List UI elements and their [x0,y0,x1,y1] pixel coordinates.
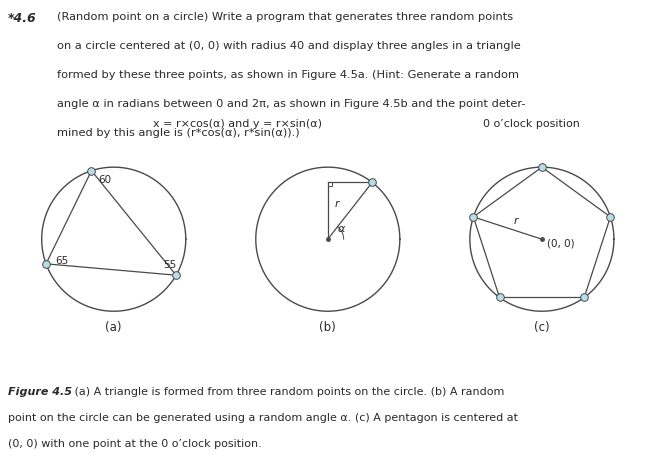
Text: mined by this angle is (r*cos(α), r*sin(α)).): mined by this angle is (r*cos(α), r*sin(… [57,128,300,138]
Text: 0 o’clock position: 0 o’clock position [484,119,580,129]
Text: 55: 55 [163,260,177,270]
Text: point on the circle can be generated using a random angle α. (c) A pentagon is c: point on the circle can be generated usi… [8,413,518,423]
Text: α: α [337,224,345,234]
Text: (a) A triangle is formed from three random points on the circle. (b) A random: (a) A triangle is formed from three rand… [64,387,504,397]
Text: r: r [513,216,518,226]
Text: *4.6: *4.6 [8,12,37,25]
Text: 60: 60 [98,175,112,185]
Text: formed by these three points, as shown in Figure 4.5a. (Hint: Generate a random: formed by these three points, as shown i… [57,70,519,80]
Text: (c): (c) [534,321,550,333]
Text: on a circle centered at (0, 0) with radius 40 and display three angles in a tria: on a circle centered at (0, 0) with radi… [57,41,520,51]
Text: r: r [334,199,339,209]
Text: (Random point on a circle) Write a program that generates three random points: (Random point on a circle) Write a progr… [57,12,513,22]
Text: (0, 0): (0, 0) [547,238,575,249]
Text: 65: 65 [56,256,69,266]
Text: (a): (a) [106,321,122,333]
Text: (b): (b) [319,321,337,333]
Text: Figure 4.5: Figure 4.5 [8,387,72,397]
Text: x = r×cos(α) and y = r×sin(α): x = r×cos(α) and y = r×sin(α) [153,119,322,129]
Text: (0, 0) with one point at the 0 o’clock position.: (0, 0) with one point at the 0 o’clock p… [8,439,262,448]
Text: angle α in radians between 0 and 2π, as shown in Figure 4.5b and the point deter: angle α in radians between 0 and 2π, as … [57,99,525,109]
